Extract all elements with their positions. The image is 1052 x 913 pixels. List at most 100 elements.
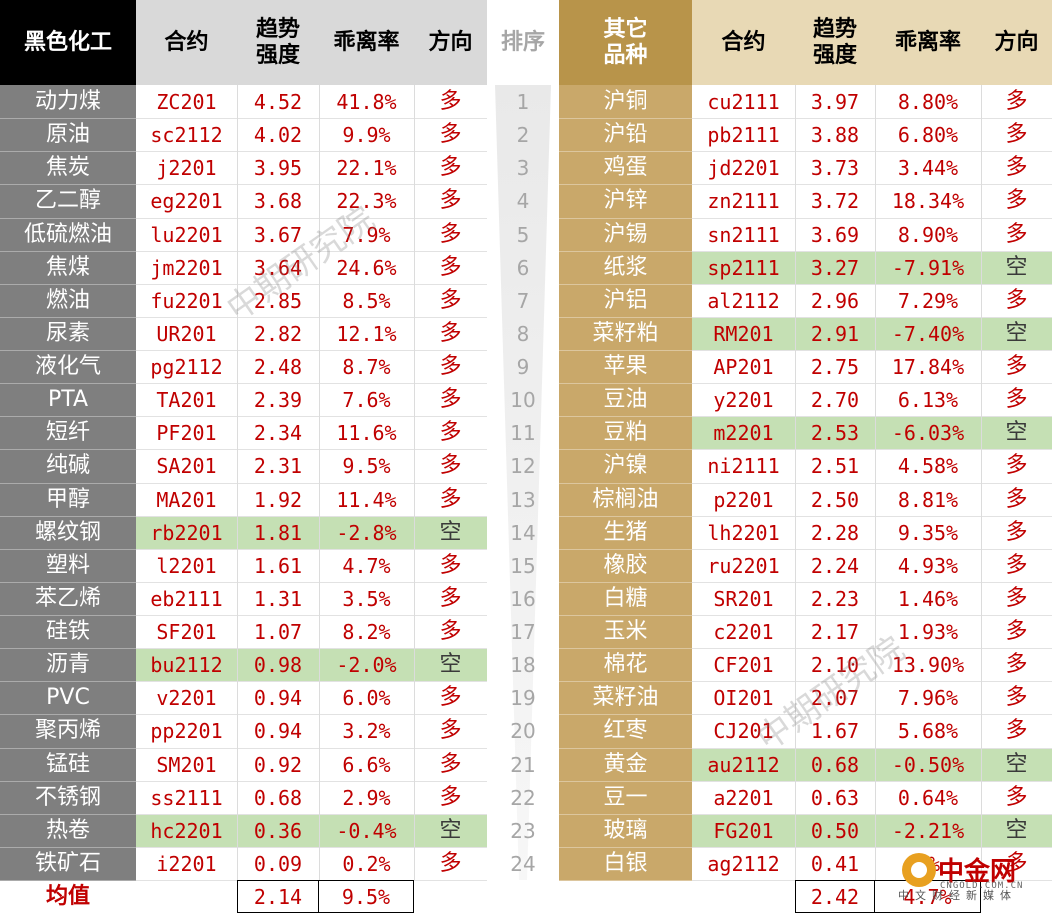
average-right-deviation-value: 4.7% [903,884,952,909]
header-right-contract-label: 合约 [721,29,766,55]
average-label: 均值 [0,880,136,913]
right-row-15-direction: 多 [1005,552,1028,578]
right-row-8-strength: 2.91 [795,316,875,351]
row-divider [692,813,1052,815]
average-label-text: 均值 [45,883,90,909]
name-row-divider [559,780,692,782]
left-row-4-contract: eg2201 [150,189,223,214]
left-row-14-strength: 1.81 [237,515,319,550]
name-row-divider [0,449,136,451]
row-divider [136,846,487,848]
left-row-15-strength: 1.61 [253,553,303,578]
row-divider [692,350,1052,351]
rank-18: 18 [510,653,536,678]
left-row-3-name: 焦炭 [0,151,136,186]
left-row-16-strength: 1.31 [253,586,303,611]
right-row-9-direction: 多 [1005,354,1028,379]
right-row-14-deviation: 9.35% [897,520,959,545]
left-row-9-deviation: 8.7% [342,355,391,379]
right-row-2-strength: 3.88 [810,123,860,148]
row-divider [136,548,487,550]
left-row-6-deviation: 24.6% [336,255,397,280]
left-row-23-name: 热卷 [0,813,136,848]
right-row-5-deviation: 8.90% [897,222,959,247]
name-row-divider [559,548,692,550]
right-row-15-contract: ru2201 [707,553,780,578]
right-row-19-contract: OI201 [713,686,774,711]
header-right-strength-line1: 趋势 [812,17,857,43]
row-divider [692,581,1052,583]
right-row-7-name: 沪铝 [559,283,692,318]
left-row-7-strength: 2.85 [253,288,303,313]
left-row-6-direction: 多 [439,254,462,280]
average-left-deviation: 9.5% [318,880,414,913]
left-row-23-strength: 0.36 [237,813,319,848]
name-row-divider [559,482,692,484]
name-row-divider [559,283,692,285]
row-divider [692,846,1052,848]
rank-1: 1 [516,90,530,114]
rank-9: 9 [516,355,530,379]
left-row-18-name: 沥青 [0,648,136,683]
left-row-17-strength: 1.07 [253,620,303,644]
row-divider [692,780,1052,782]
left-row-11-strength: 2.34 [253,421,303,446]
left-row-13-name: 甲醇 [0,482,136,517]
name-row-divider [559,813,692,815]
rank-24: 24 [510,851,536,876]
left-row-4-deviation: 22.3% [336,189,397,214]
right-row-8-contract: RM201 [692,316,795,351]
average-right-strength-value: 2.42 [810,884,860,909]
left-row-24-contract: i2201 [156,851,217,876]
left-row-17-contract: SF201 [156,620,217,644]
right-row-17-contract: c2201 [713,620,774,644]
right-row-16-direction: 多 [1005,585,1028,611]
left-row-3-contract: j2201 [156,156,217,181]
rank-10: 10 [510,388,536,413]
right-row-9-contract: AP201 [713,355,774,379]
row-divider [136,581,487,583]
row-divider [136,648,487,650]
name-row-divider [0,714,136,716]
right-row-23-name: 玻璃 [559,813,692,848]
left-row-21-deviation: 6.6% [342,752,391,777]
right-row-14-strength: 2.28 [810,520,860,545]
name-row-divider [559,615,692,616]
left-row-10-direction: 多 [439,387,462,413]
name-row-divider [0,880,136,881]
right-row-17-deviation: 1.93% [897,620,959,644]
left-row-15-contract: l2201 [156,553,217,578]
right-row-1-name: 沪铜 [559,85,692,119]
left-row-22-name: 不锈钢 [0,780,136,815]
name-row-divider [0,184,136,186]
left-row-10-contract: TA201 [156,388,217,413]
right-row-5-direction: 多 [1005,221,1028,247]
header-left-strength-line2: 强度 [255,42,300,68]
left-row-5-deviation: 7.9% [342,222,391,247]
name-row-divider [0,681,136,683]
row-divider [136,681,487,683]
right-row-9-deviation: 17.84% [891,355,965,379]
right-row-7-deviation: 7.29% [897,288,959,313]
left-row-2-contract: sc2112 [150,123,223,148]
right-row-22-name: 豆一 [559,780,692,815]
column-divider [237,85,238,880]
rank-5: 5 [516,222,530,247]
left-row-21-direction: 多 [439,751,462,777]
left-row-23-deviation: -0.4% [319,813,414,848]
right-row-24-name: 白银 [559,846,692,881]
rank-21: 21 [510,752,536,777]
header-left-category-label: 黑色化工 [23,29,112,55]
row-divider [136,449,487,451]
row-divider [692,416,1052,418]
left-row-21-strength: 0.92 [253,752,303,777]
name-row-divider [559,118,692,120]
name-row-divider [559,880,692,881]
left-row-2-name: 原油 [0,118,136,153]
right-row-13-contract: p2201 [713,487,774,512]
left-row-7-name: 燃油 [0,283,136,318]
right-row-7-contract: al2112 [707,288,780,313]
right-row-10-direction: 多 [1005,387,1028,413]
row-divider [692,151,1052,153]
right-row-14-name: 生猪 [559,515,692,550]
